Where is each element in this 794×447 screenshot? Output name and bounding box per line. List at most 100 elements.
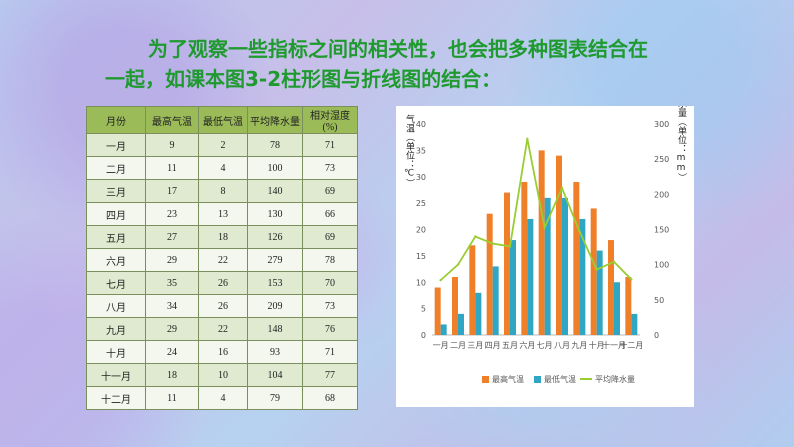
cell-min-temp: 10 [198, 363, 248, 387]
bar-min-temp [440, 324, 447, 335]
title-line-1: 为了观察一些指标之间的相关性，也会把多种图表结合在 [148, 37, 648, 61]
bar-min-temp [527, 218, 534, 335]
cell-month: 四月 [86, 202, 146, 226]
combo-chart-panel: 0 5 10 15 20 25 30 35 40 0 50 100 150 200 250 300 一月 二月 三月… [396, 106, 694, 407]
y2-tick-label: 200 [654, 190, 669, 199]
cell-precipitation: 209 [247, 294, 303, 318]
cell-humidity: 77 [302, 363, 358, 387]
cell-month: 十月 [86, 340, 146, 364]
cell-min-temp: 26 [198, 294, 248, 318]
cell-month: 七月 [86, 271, 146, 295]
legend-max-temp-label: 最高气温 [492, 374, 524, 384]
cell-precipitation: 104 [247, 363, 303, 387]
cell-precipitation: 153 [247, 271, 303, 295]
y-tick-label: 25 [416, 199, 426, 208]
bar-max-temp [521, 182, 528, 335]
x-tick-label: 三月 [467, 341, 483, 350]
cell-max-temp: 17 [145, 179, 199, 203]
x-tick-label: 十一月 [602, 340, 626, 350]
cell-humidity: 73 [302, 294, 358, 318]
y-tick-label: 5 [421, 305, 426, 314]
cell-precipitation: 78 [247, 133, 303, 157]
cell-max-temp: 34 [145, 294, 199, 318]
climate-data-table: 月份 最高气温 最低气温 平均降水量 相对湿度(%) 一月 9 2 78 71 二月 11 4… [86, 106, 358, 410]
point-precipitation [439, 278, 442, 282]
x-tick-label: 二月 [450, 341, 466, 350]
cell-precipitation: 93 [247, 340, 303, 364]
table-row: 一月 9 2 78 71 [86, 133, 358, 157]
bar-max-temp [608, 240, 614, 335]
cell-min-temp: 22 [198, 248, 248, 272]
cell-humidity: 66 [302, 202, 358, 226]
line-precipitation [440, 138, 632, 281]
header-humidity: 相对湿度(%) [302, 106, 358, 134]
point-precipitation [560, 186, 564, 190]
y2-tick-label: 300 [654, 120, 669, 129]
combo-chart: 0 5 10 15 20 25 30 35 40 0 50 100 150 200 250 300 一月 二月 三月… [404, 106, 687, 384]
cell-humidity: 69 [302, 179, 358, 203]
table-row: 十一月 18 10 104 77 [86, 363, 358, 387]
x-tick-label: 七月 [537, 341, 553, 350]
legend-min-temp-swatch [534, 376, 541, 383]
bar-min-temp [579, 218, 586, 335]
point-precipitation [474, 235, 477, 238]
table-row: 三月 17 8 140 69 [86, 179, 358, 203]
x-tick-label: 四月 [485, 341, 501, 350]
bar-max-temp [573, 182, 580, 335]
legend-min-temp-label: 最低气温 [544, 374, 576, 384]
y2-tick-label: 0 [654, 331, 659, 340]
cell-precipitation: 148 [247, 317, 303, 341]
cell-month: 九月 [86, 317, 146, 341]
cell-humidity: 71 [302, 340, 358, 364]
table-row: 七月 35 26 153 70 [86, 271, 358, 295]
table-header-row: 月份 最高气温 最低气温 平均降水量 相对湿度(%) [86, 106, 358, 134]
point-precipitation [612, 260, 616, 264]
bar-max-temp [469, 245, 476, 335]
x-tick-label: 五月 [502, 341, 518, 350]
slide-title: 为了观察一些指标之间的相关性，也会把多种图表结合在 一起，如课本图3-2柱形图与… [60, 34, 700, 94]
y2-tick-label: 150 [654, 226, 669, 235]
header-min-temp: 最低气温 [198, 106, 248, 134]
cell-humidity: 78 [302, 248, 358, 272]
y-axis-label: 气温（单位：℃） [404, 113, 415, 187]
cell-min-temp: 4 [198, 386, 248, 410]
table-row: 二月 11 4 100 73 [86, 156, 358, 180]
cell-max-temp: 27 [145, 225, 199, 249]
cell-max-temp: 24 [145, 340, 199, 364]
cell-max-temp: 18 [145, 363, 199, 387]
table-row: 四月 23 13 130 66 [86, 202, 358, 226]
y2-tick-label: 50 [654, 296, 664, 305]
table-row: 五月 27 18 126 69 [86, 225, 358, 249]
cell-min-temp: 16 [198, 340, 248, 364]
cell-max-temp: 29 [145, 317, 199, 341]
cell-max-temp: 23 [145, 202, 199, 226]
bar-max-temp [625, 276, 632, 335]
cell-month: 十一月 [86, 363, 146, 387]
y-tick-label: 40 [416, 120, 426, 129]
x-tick-label: 六月 [519, 340, 535, 350]
y-tick-label: 30 [416, 173, 426, 182]
point-precipitation [630, 278, 633, 281]
cell-humidity: 68 [302, 386, 358, 410]
bar-min-temp [458, 313, 464, 335]
cell-month: 六月 [86, 248, 146, 272]
x-tick-label: 一月 [433, 341, 449, 350]
header-precipitation: 平均降水量 [247, 106, 303, 134]
bar-max-temp [590, 208, 597, 335]
bar-min-temp [562, 197, 568, 335]
legend-precipitation-label: 平均降水量 [595, 374, 635, 384]
cell-month: 一月 [86, 133, 146, 157]
title-line-2: 一起，如课本图3-2柱形图与折线图的结合： [105, 67, 502, 91]
cell-humidity: 70 [302, 271, 358, 295]
point-precipitation [526, 137, 529, 140]
cell-precipitation: 130 [247, 202, 303, 226]
cell-min-temp: 8 [198, 179, 248, 203]
cell-precipitation: 100 [247, 156, 303, 180]
cell-max-temp: 9 [145, 133, 199, 157]
legend-max-temp-swatch [482, 376, 489, 383]
table-row: 十月 24 16 93 71 [86, 340, 358, 364]
cell-precipitation: 140 [247, 179, 303, 203]
header-month: 月份 [86, 106, 146, 134]
cell-max-temp: 35 [145, 271, 199, 295]
header-max-temp: 最高气温 [145, 106, 199, 134]
